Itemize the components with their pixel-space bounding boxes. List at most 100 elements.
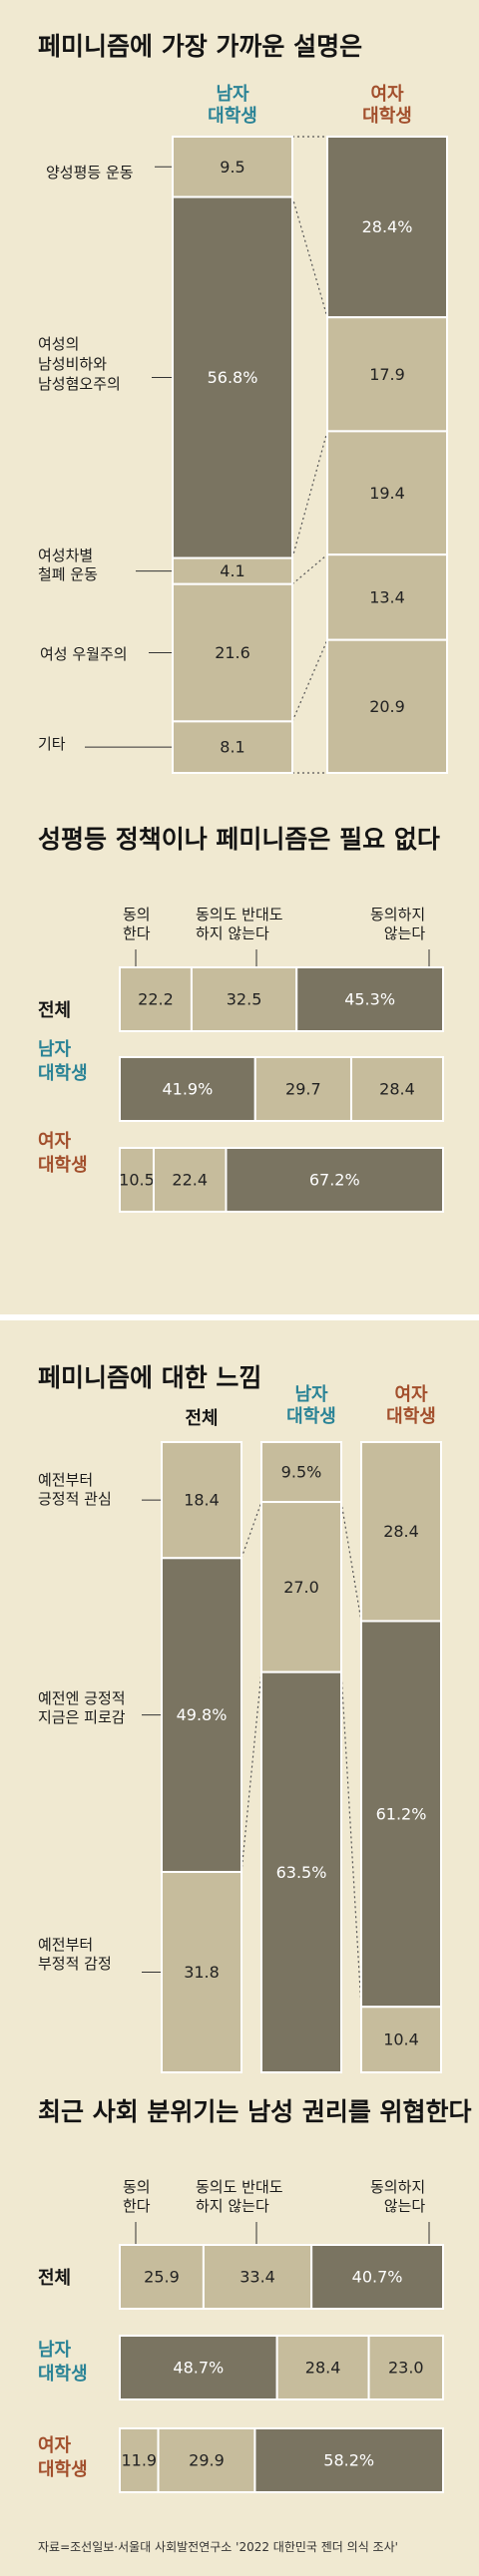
chart4-row-label-male: 남자 대학생 [38, 2340, 88, 2385]
chart2-row0-segment-2 [295, 966, 444, 1032]
chart2-bars: 22.2 32.5 45.3% 41.9% 29.7 28.4 10.5 22.4 67.2% [119, 966, 445, 1213]
chart1-female-segment-3 [326, 553, 448, 641]
chart2-row2-segment-2 [225, 1147, 444, 1213]
chart3-bars: 18.4 49.8% 31.8 9.5% 27.0 63.5% 28.4 61.2% 10.4 [161, 1441, 442, 2073]
chart1-connector-1 [291, 196, 328, 318]
chart3-col0-segment-2 [161, 1871, 242, 2073]
chart3-col1-value-2: 63.5% [276, 1863, 327, 1882]
chart2-row1-value-2: 28.4 [379, 1080, 415, 1099]
chart2-row-label-all: 전체 [38, 1000, 72, 1021]
chart4-row0-value-0: 25.9 [144, 2268, 180, 2287]
chart4-row2-segment-1 [157, 2427, 256, 2493]
chart1-header-female: 여자 대학생 [362, 84, 412, 127]
chart2-plot: 22.2 32.5 45.3% 41.9% 29.7 28.4 10.5 22.4 67.2% [119, 949, 445, 1213]
chart1-connector-2 [291, 431, 328, 558]
chart1-leader-lines [85, 166, 173, 748]
source-note: 자료=조선일보·서울대 사회발전연구소 '2022 대한민국 젠더 의식 조사' [38, 2540, 398, 2554]
chart1-label-equality: 양성평등 운동 [46, 164, 134, 182]
chart2-row0-segment-0 [119, 966, 193, 1032]
chart3-col1-value-0: 9.5% [281, 1463, 322, 1482]
chart4-row1-segment-0 [119, 2335, 278, 2400]
chart3-title: 페미니즘에 대한 느낌 [38, 1363, 262, 1392]
chart3-col0-value-2: 31.8 [184, 1963, 220, 1982]
chart1-female-segment-2 [326, 430, 448, 556]
chart2-row-label-male: 남자 대학생 [38, 1039, 88, 1084]
chart4-row2-value-2: 58.2% [323, 2451, 374, 2470]
chart2-row1-value-1: 29.7 [285, 1080, 321, 1099]
chart4-title: 최근 사회 분위기는 남성 권리를 위협한다 [38, 2097, 472, 2126]
chart1-title: 페미니즘에 가장 가까운 설명은 [38, 32, 363, 61]
chart1-female-segment-0 [326, 136, 448, 319]
chart2-row1-segment-1 [253, 1056, 352, 1122]
chart1-female-segment-4 [326, 638, 448, 775]
chart1-label-other: 기타 [38, 735, 66, 753]
chart2-row0-value-2: 45.3% [344, 990, 395, 1009]
chart4-header-agree: 동의 한다 [123, 2178, 151, 2215]
chart4-row2-segment-2 [253, 2427, 444, 2493]
chart4-row2-value-0: 11.9 [121, 2451, 157, 2470]
chart3-connector-0-2 [240, 1671, 262, 1873]
chart4-row0-segment-0 [119, 2244, 205, 2310]
chart2-row0-value-0: 22.2 [138, 990, 174, 1009]
chart3-col2-value-1: 61.2% [376, 1804, 427, 1823]
panel-top: 페미니즘에 가장 가까운 설명은 남자 대학생 여자 대학생 양성평등 운동 여… [0, 0, 479, 1314]
chart3-label-fatigue: 예전엔 긍정적 지금은 피로감 [38, 1689, 126, 1726]
chart3-col2-value-2: 10.4 [383, 2030, 419, 2049]
chart3-leader-lines [142, 1499, 162, 1974]
chart1-label-supremacy: 여성 우월주의 [40, 645, 128, 663]
chart2-row0-segment-1 [190, 966, 298, 1032]
chart2-row-label-female: 여자 대학생 [38, 1131, 88, 1176]
chart3-connector-1-2 [340, 1671, 362, 2008]
chart2-row1-segment-2 [349, 1056, 445, 1122]
chart1-female-value-3: 13.4 [369, 587, 405, 606]
chart3-header-male: 남자 대학생 [286, 1384, 336, 1427]
chart4-row1-value-2: 23.0 [388, 2359, 424, 2378]
chart3-col1-value-1: 27.0 [283, 1578, 319, 1597]
chart4-row2-value-1: 29.9 [189, 2451, 225, 2470]
chart3-col0-segment-0 [161, 1441, 242, 1560]
chart3-col2-segment-0 [360, 1441, 442, 1623]
chart1-female-segment-1 [326, 316, 448, 433]
chart3-col1-segment-2 [260, 1670, 342, 2073]
chart4-header-disagree: 동의하지 않는다 [370, 2178, 426, 2215]
chart4-row0-segment-2 [310, 2244, 444, 2310]
chart1-male-segment-4 [172, 720, 293, 774]
chart2-header-disagree: 동의하지 않는다 [370, 906, 426, 942]
chart4-bars: 25.9 33.4 40.7% 48.7% 28.4 23.0 11.9 29.9 58.2% [119, 2244, 444, 2493]
chart2-row1-segment-0 [119, 1056, 256, 1122]
chart3-col1-segment-0 [260, 1441, 342, 1504]
chart3-col0-value-0: 18.4 [184, 1491, 220, 1510]
chart1-male-segment-3 [172, 582, 293, 723]
chart3-col0-value-1: 49.8% [177, 1705, 228, 1724]
chart2-row2-segment-1 [152, 1147, 228, 1213]
chart1-label-misandry: 여성의 남성비하와 남성혐오주의 [38, 335, 121, 393]
chart4-row-label-female: 여자 대학생 [38, 2435, 88, 2480]
chart1-male-value-2: 4.1 [220, 561, 244, 580]
chart1-female-bar: 28.4% 17.9 19.4 13.4 20.9 [326, 136, 448, 775]
chart1-male-value-4: 8.1 [220, 738, 244, 757]
chart4-row1-value-0: 48.7% [173, 2359, 224, 2378]
chart1-male-value-3: 21.6 [215, 643, 250, 662]
chart3-col2-value-0: 28.4 [383, 1522, 419, 1541]
chart4-header-neutral: 동의도 반대도 하지 않는다 [196, 2178, 283, 2215]
chart2-row2-value-2: 67.2% [309, 1171, 360, 1190]
chart3-connector-1-1 [340, 1501, 362, 1622]
chart3-connectors [240, 1501, 362, 2008]
chart1-connectors [291, 136, 328, 774]
chart2-row2-value-1: 22.4 [172, 1171, 208, 1190]
chart2-row1-value-0: 41.9% [162, 1080, 213, 1099]
chart1-female-value-2: 19.4 [369, 484, 405, 503]
chart4-row0-segment-1 [202, 2244, 313, 2310]
chart3-header-all: 전체 [185, 1408, 219, 1429]
chart4-header-ticks [135, 2222, 430, 2245]
chart2-row2-value-0: 10.5 [119, 1171, 155, 1190]
chart3-label-negative: 예전부터 부정적 감정 [38, 1936, 112, 1973]
chart2-title: 성평등 정책이나 페미니즘은 필요 없다 [38, 825, 440, 854]
chart1-female-value-4: 20.9 [369, 697, 405, 716]
chart1-male-segment-2 [172, 556, 293, 585]
chart2-row0-value-1: 32.5 [227, 990, 262, 1009]
chart3-col2-segment-2 [360, 2006, 442, 2073]
chart4-row0-value-2: 40.7% [352, 2268, 403, 2287]
chart2-row2-segment-0 [119, 1147, 155, 1213]
chart1-plot: 9.5 56.8% 4.1 21.6 8.1 28.4% 17.9 19.4 13.4 20.9 [85, 136, 448, 775]
